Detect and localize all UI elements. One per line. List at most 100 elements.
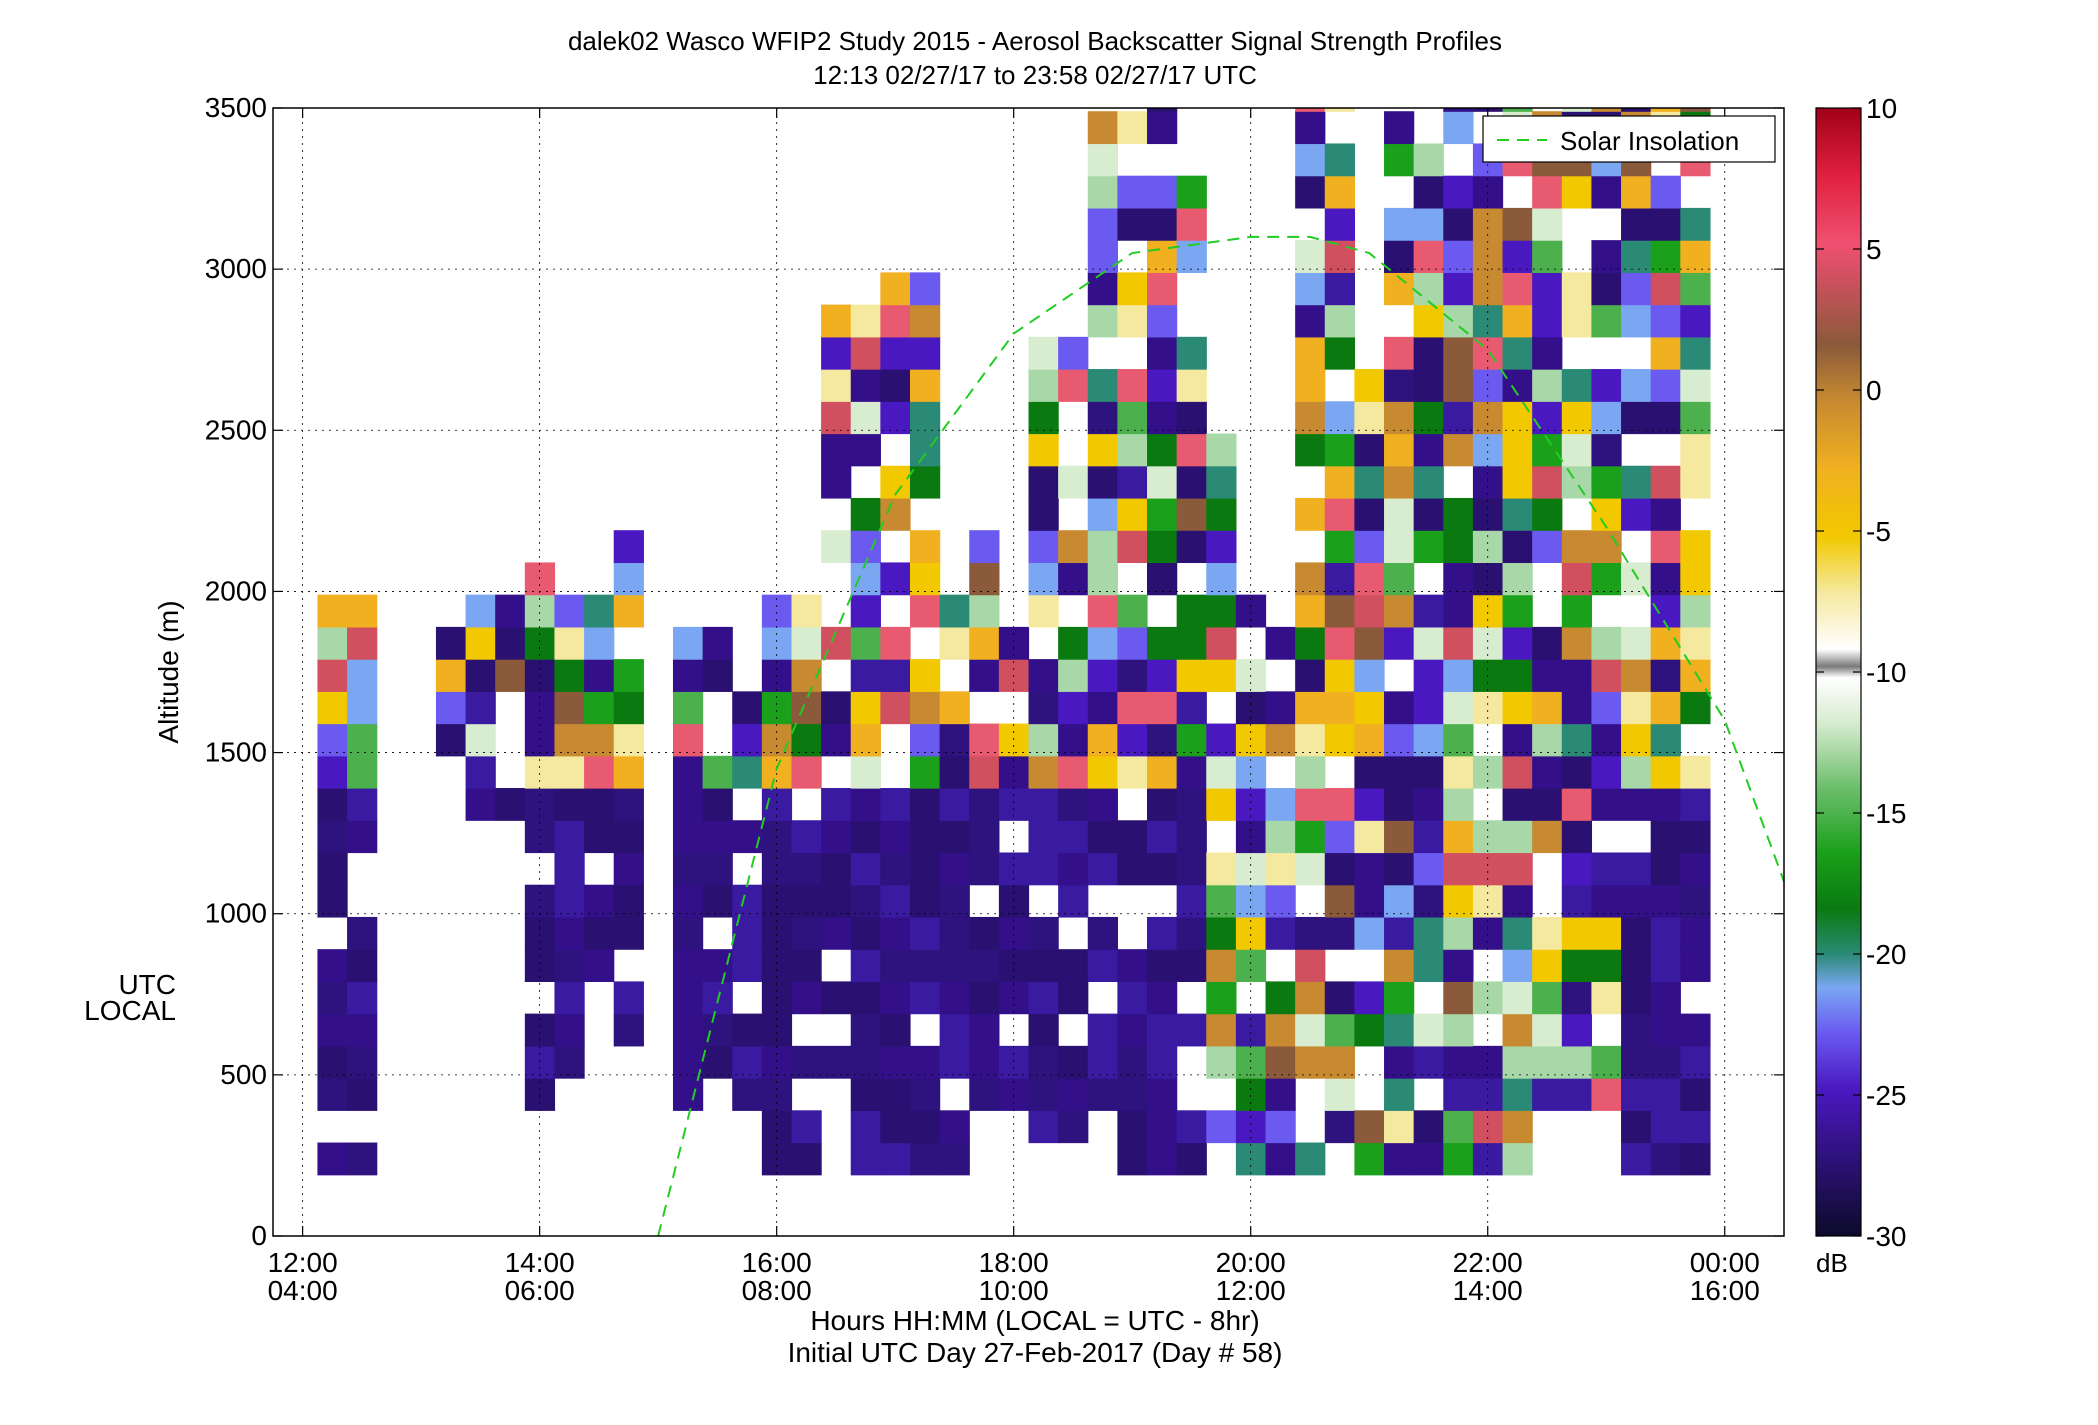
heatmap-cell	[761, 916, 793, 950]
heatmap-cell	[1384, 852, 1415, 886]
heatmap-cell	[1532, 369, 1563, 402]
heatmap-cell	[1502, 981, 1533, 1015]
heatmap-cell	[1176, 207, 1207, 241]
heatmap-cell	[347, 1078, 378, 1111]
heatmap-cell	[1561, 272, 1593, 306]
heatmap-cell	[850, 659, 881, 692]
heatmap-cell	[909, 1110, 941, 1144]
heatmap-cell	[672, 755, 704, 789]
x-tick-label-local: 14:00	[1453, 1275, 1523, 1306]
heatmap-cell	[1176, 691, 1207, 725]
heatmap-cell	[1028, 465, 1059, 499]
heatmap-cell	[821, 401, 852, 435]
heatmap-cell	[1621, 108, 1652, 112]
heatmap-cell	[1532, 755, 1563, 789]
x-axis-ticks: 12:0004:0014:0006:0016:0008:0018:0010:00…	[268, 108, 1760, 1306]
heatmap-cell	[1502, 1013, 1533, 1047]
heatmap-cell	[1413, 497, 1444, 531]
heatmap-cell	[1591, 691, 1622, 725]
heatmap-cell	[1591, 916, 1622, 950]
heatmap-cell	[1561, 175, 1593, 209]
heatmap-cell	[1265, 1045, 1296, 1079]
heatmap-cell	[1324, 530, 1356, 564]
heatmap-cell	[1176, 852, 1207, 886]
heatmap-cell	[495, 594, 526, 628]
heatmap-cell	[1680, 336, 1711, 370]
heatmap-cell	[1591, 788, 1622, 821]
heatmap-cell	[1176, 1142, 1207, 1176]
heatmap-cell	[1087, 820, 1118, 854]
heatmap-cell	[1384, 1013, 1415, 1047]
heatmap-cell	[1413, 240, 1444, 273]
heatmap-cell	[1354, 433, 1385, 467]
heatmap-cell	[850, 497, 881, 531]
heatmap-cell	[1265, 852, 1296, 886]
heatmap-cell	[1680, 108, 1711, 112]
heatmap-cell	[1058, 369, 1089, 402]
heatmap-cell	[317, 755, 348, 789]
heatmap-cell	[1502, 659, 1533, 692]
heatmap-cell	[1028, 820, 1059, 854]
heatmap-cell	[850, 916, 881, 950]
heatmap-cell	[1384, 626, 1415, 660]
heatmap-cell	[1265, 884, 1296, 918]
heatmap-cell	[1532, 304, 1563, 338]
solar-insolation-line	[657, 235, 1785, 1237]
heatmap-cell	[1087, 788, 1118, 821]
heatmap-cell	[909, 659, 941, 692]
heatmap-cell	[1117, 433, 1148, 467]
heatmap-cell	[1206, 755, 1237, 789]
heatmap-cell	[317, 659, 348, 692]
heatmap-cell	[1591, 272, 1622, 306]
y-axis-ticks: 0 500 1000 1500 2000 2500 3000 3500	[205, 92, 1784, 1251]
heatmap-cell	[1561, 433, 1593, 467]
heatmap-cell	[1561, 594, 1593, 628]
heatmap-cell	[1502, 1078, 1533, 1111]
heatmap-cell	[1087, 1013, 1118, 1047]
heatmap-cell	[524, 1045, 556, 1079]
heatmap-cell	[1621, 465, 1652, 499]
heatmap-cell	[850, 1142, 881, 1176]
heatmap-cell	[1443, 1078, 1474, 1111]
heatmap-cell	[1295, 755, 1326, 789]
heatmap-cell	[1680, 949, 1711, 982]
heatmap-cell	[821, 981, 852, 1015]
heatmap-cell	[1235, 594, 1267, 628]
heatmap-cell	[1561, 981, 1593, 1015]
heatmap-cell	[1295, 336, 1326, 370]
heatmap-cell	[1502, 1045, 1533, 1079]
heatmap-cell	[317, 1078, 348, 1111]
heatmap-cell	[761, 594, 793, 628]
heatmap-cell	[1058, 820, 1089, 854]
heatmap-cell	[850, 852, 881, 886]
heatmap-cell	[1384, 207, 1415, 241]
heatmap-cell	[1117, 820, 1148, 854]
y-tick-label: 2500	[205, 414, 267, 445]
heatmap-cell	[1354, 1013, 1385, 1047]
heatmap-cell	[1206, 788, 1237, 821]
heatmap-cell	[524, 755, 556, 789]
heatmap-cell	[939, 852, 970, 886]
heatmap-cell	[1591, 175, 1622, 209]
heatmap-cell	[1058, 562, 1089, 596]
heatmap-cell	[1384, 884, 1415, 918]
heatmap-cell	[880, 562, 911, 596]
heatmap-cell	[1117, 659, 1148, 692]
heatmap-cell	[1621, 852, 1652, 886]
heatmap-cell	[1502, 755, 1533, 789]
heatmap-cell	[1621, 659, 1652, 692]
heatmap-cell	[317, 852, 348, 886]
heatmap-cell	[1295, 949, 1326, 982]
heatmap-cell	[1087, 497, 1118, 531]
heatmap-cell	[1147, 723, 1178, 757]
heatmap-cell	[1354, 981, 1385, 1015]
heatmap-cell	[732, 884, 763, 918]
heatmap-cell	[1058, 1045, 1089, 1079]
heatmap-cell	[1443, 433, 1474, 467]
heatmap-cell	[1650, 691, 1681, 725]
heatmap-cell	[1235, 1078, 1267, 1111]
heatmap-cell	[1472, 1045, 1504, 1079]
heatmap-cell	[1087, 949, 1118, 982]
heatmap-cell	[1443, 755, 1474, 789]
heatmap-cell	[909, 594, 941, 628]
